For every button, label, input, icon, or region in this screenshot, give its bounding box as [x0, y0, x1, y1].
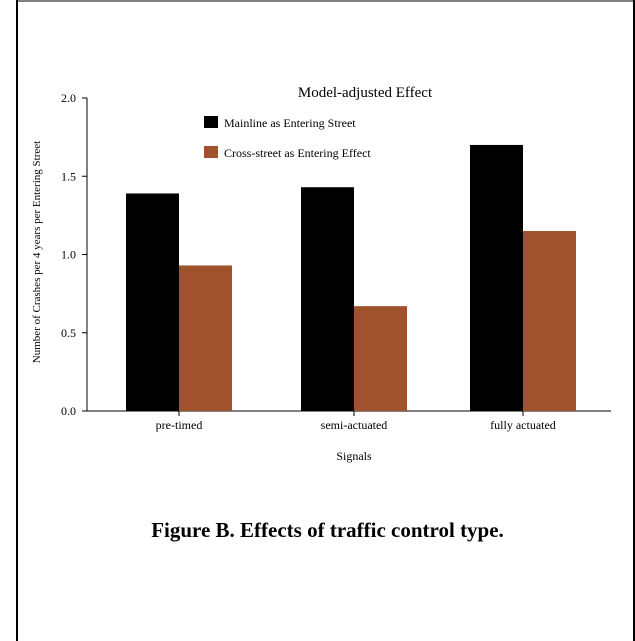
bar-mainline-pre-timed: [126, 193, 179, 411]
figure-caption: Figure B. Effects of traffic control typ…: [151, 518, 504, 542]
x-axis-label: Signals: [336, 449, 372, 463]
x-tick-label: fully actuated: [490, 418, 556, 432]
y-tick-label: 0.0: [61, 404, 76, 418]
bar-mainline-fully-actuated: [470, 144, 523, 411]
y-tick-label: 1.0: [61, 248, 76, 262]
legend: Mainline as Entering Street Cross-street…: [204, 116, 371, 160]
bar-cross-street-fully-actuated: [523, 231, 576, 411]
bar-cross-street-semi-actuated: [354, 306, 407, 411]
bars: [126, 144, 576, 411]
chart-title: Model-adjusted Effect: [298, 85, 433, 101]
legend-swatch-mainline: [204, 116, 218, 128]
y-tick-label: 2.0: [61, 91, 76, 105]
y-axis-label: Number of Crashes per 4 years per Enteri…: [31, 141, 43, 363]
x-tick-label: pre-timed: [156, 418, 203, 432]
legend-label-cross-street: Cross-street as Entering Effect: [224, 146, 371, 160]
x-tick-label: semi-actuated: [321, 418, 388, 432]
legend-label-mainline: Mainline as Entering Street: [224, 116, 356, 130]
y-ticks: 0.0 0.5 1.0 1.5 2.0: [61, 91, 87, 418]
bar-mainline-semi-actuated: [301, 187, 354, 411]
y-tick-label: 1.5: [61, 169, 76, 183]
x-ticks: pre-timed semi-actuated fully actuated: [156, 411, 556, 432]
legend-swatch-cross-street: [204, 146, 218, 158]
y-tick-label: 0.5: [61, 326, 76, 340]
bar-cross-street-pre-timed: [179, 265, 232, 411]
